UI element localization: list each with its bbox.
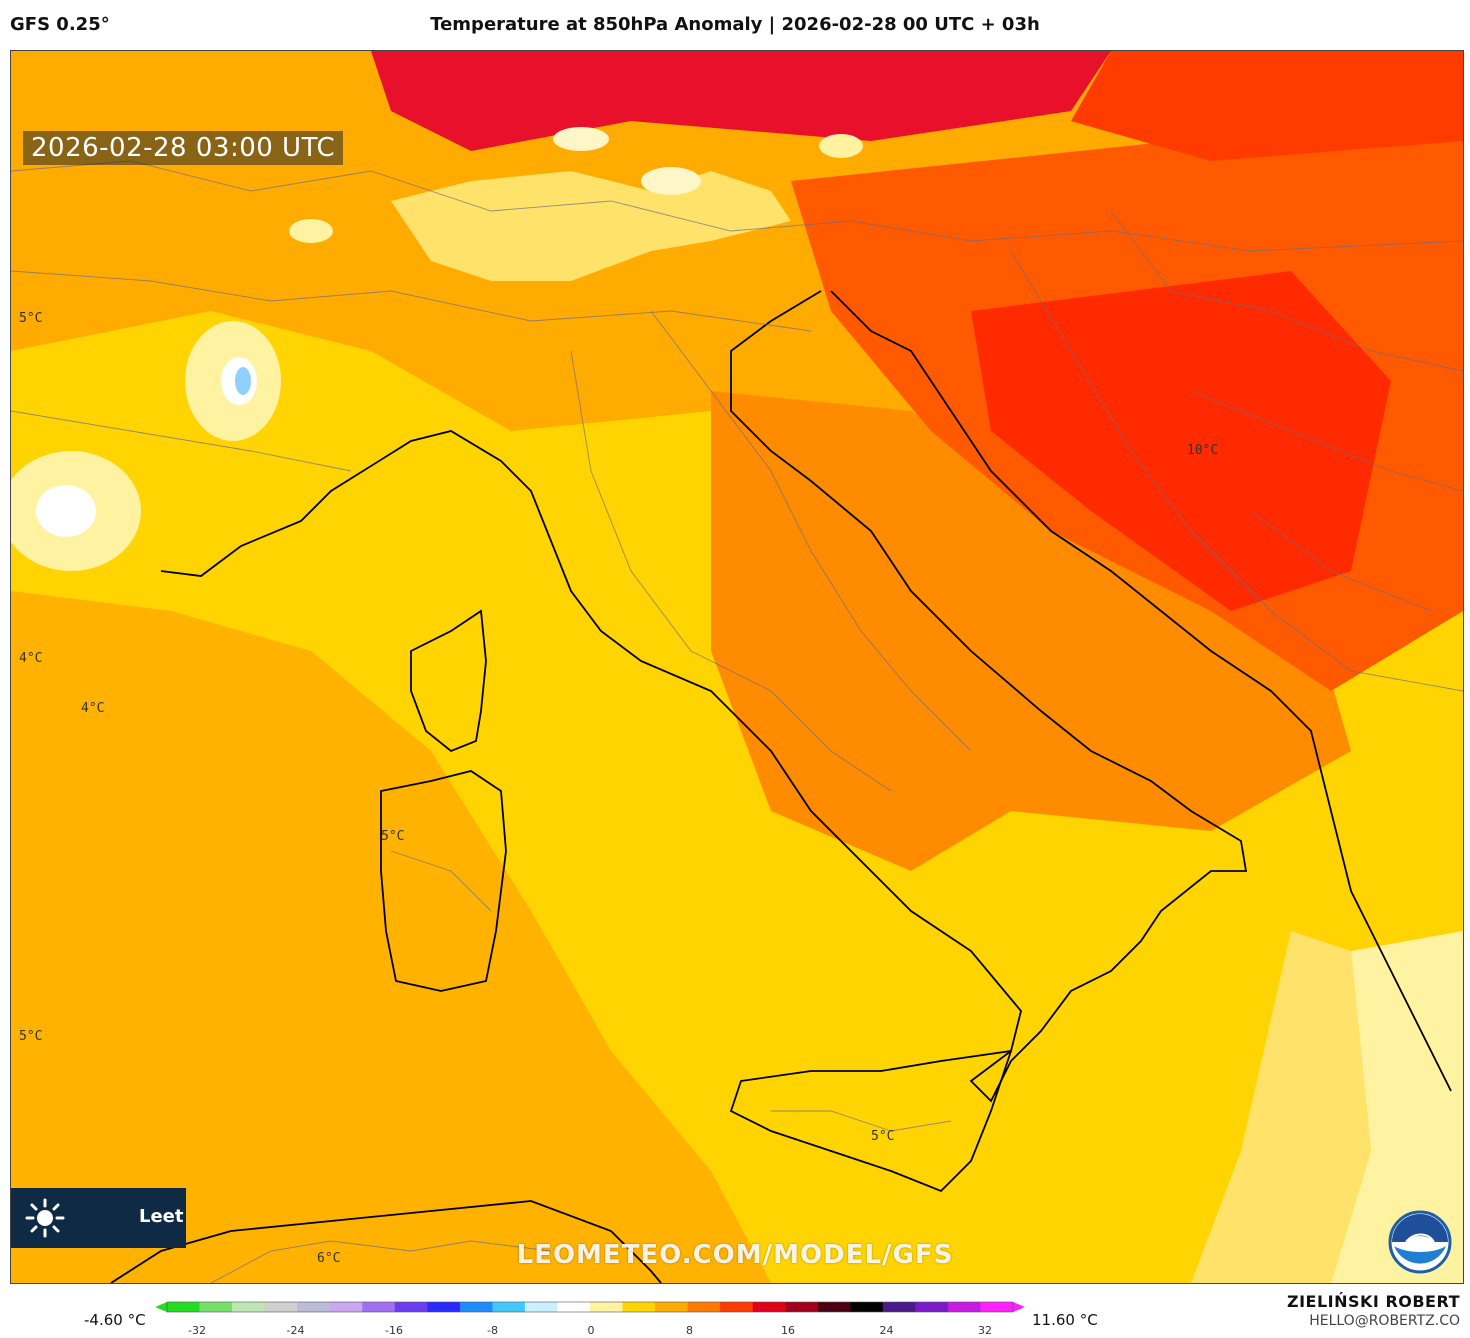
admin-borders (11, 160, 1463, 1283)
colorbar-swatch (817, 1302, 851, 1312)
field-westalps-blue (235, 367, 251, 395)
colorbar-swatch (655, 1302, 689, 1312)
colorbar-swatch (264, 1302, 298, 1312)
isotherm-label: 5°C (381, 829, 405, 844)
colorbar-swatch (167, 1302, 201, 1312)
isotherm-label: 10°C (1187, 443, 1219, 458)
colorbar-extend-min (155, 1302, 167, 1312)
field-alps-spot-3 (819, 134, 863, 158)
colorbar-tick-label: 24 (879, 1324, 894, 1337)
colorbar-swatch (297, 1302, 331, 1312)
colorbar-tick-label: 8 (686, 1324, 693, 1337)
corsica-coast (410, 609, 487, 753)
field-alps-spot-4 (289, 219, 333, 243)
colorbar-swatch (199, 1302, 233, 1312)
colorbar (155, 1301, 1025, 1313)
watermark: LEOMETEO.COM/MODEL/GFS (516, 1240, 954, 1270)
colorbar-swatch (850, 1302, 884, 1312)
field-darkorange-adriatic (711, 391, 1351, 871)
isotherm-label: 4°C (81, 701, 105, 716)
model-label: GFS 0.25° (10, 14, 110, 35)
colorbar-tick-label: -16 (385, 1324, 403, 1337)
anomaly-field (11, 51, 1463, 1283)
field-ionian-pale (1191, 931, 1371, 1283)
colorbar-swatch (980, 1302, 1014, 1312)
temperature-anomaly-map: 2026-02-28 03:00 UTC 5°C 4°C 4°C 5°C 10°… (10, 50, 1464, 1284)
brand-text: Leet (139, 1206, 184, 1227)
isotherm-label: 4°C (19, 651, 43, 666)
sun-icon (25, 1198, 65, 1238)
field-crimson-north (371, 51, 1111, 151)
colorbar-swatch (785, 1302, 819, 1312)
colorbar-swatch (427, 1302, 461, 1312)
colorbar-tick-label: -8 (487, 1324, 498, 1337)
colorbar-swatch (524, 1302, 558, 1312)
colorbar-tick-label: 32 (978, 1324, 992, 1337)
colorbar-swatch (882, 1302, 916, 1312)
colorbar-swatch (557, 1302, 591, 1312)
isotherm-label: 6°C (317, 1251, 341, 1266)
sicily-coast (729, 1049, 1013, 1193)
isotherm-label: 5°C (19, 1029, 43, 1044)
brand-badge[interactable]: Leet (11, 1188, 186, 1248)
colorbar-tick-label: -24 (286, 1324, 305, 1337)
colorbar-extend-max (1013, 1302, 1025, 1312)
field-alps-pale (391, 171, 791, 281)
sardinia-coast (380, 770, 507, 992)
chart-title: Temperature at 850hPa Anomaly | 2026-02-… (430, 14, 1040, 35)
valid-time-label: 2026-02-28 03:00 UTC (23, 131, 344, 165)
colorbar-tick-label: -32 (188, 1324, 206, 1337)
field-greece-pale (1331, 931, 1463, 1283)
author-name: ZIELIŃSKI ROBERT (1286, 1292, 1460, 1311)
isotherm-label: 5°C (871, 1129, 895, 1144)
isotherm-label: 5°C (19, 311, 43, 326)
colorbar-max-label: 11.60 °C (1032, 1311, 1098, 1329)
colorbar-swatch (687, 1302, 721, 1312)
field-red-core (971, 271, 1391, 611)
colorbar-swatch (329, 1302, 363, 1312)
colorbar-swatch (622, 1302, 656, 1312)
field-red-northeast (1071, 51, 1463, 161)
colorbar-swatch (232, 1302, 266, 1312)
colorbar-swatch (947, 1302, 981, 1312)
colorbar-swatch (362, 1302, 396, 1312)
colorbar-swatch (752, 1302, 786, 1312)
field-orange-west (11, 591, 771, 1283)
coastlines (110, 290, 1452, 1283)
author-email[interactable]: HELLO@ROBERTZ.CO (1309, 1313, 1460, 1329)
colorbar-swatch (459, 1302, 493, 1312)
colorbar-min-label: -4.60 °C (84, 1311, 146, 1329)
field-southfrance-white (36, 485, 96, 537)
colorbar-swatch (915, 1302, 949, 1312)
noaa-logo (1388, 1210, 1452, 1274)
field-alps-spot-2 (641, 167, 701, 195)
colorbar-swatch (720, 1302, 754, 1312)
colorbar-tick-label: 0 (587, 1324, 595, 1337)
colorbar-swatch (394, 1302, 428, 1312)
field-alps-spot-1 (553, 127, 609, 151)
balkan-coast (830, 290, 1452, 1092)
colorbar-tick-label: 16 (781, 1324, 795, 1337)
colorbar-swatch (590, 1302, 624, 1312)
colorbar-swatch (492, 1302, 526, 1312)
